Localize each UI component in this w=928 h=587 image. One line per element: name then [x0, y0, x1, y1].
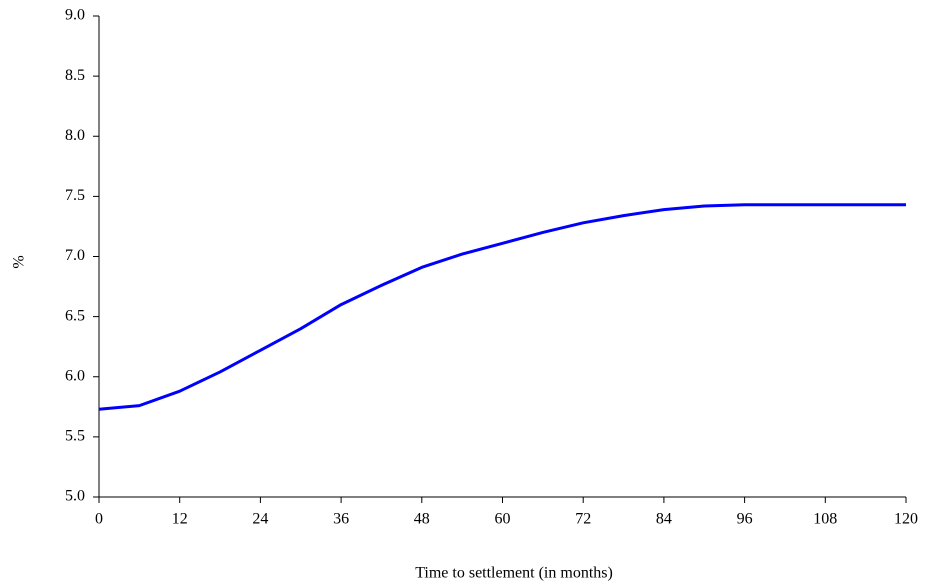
x-tick-label: 24: [252, 511, 268, 528]
y-tick-label: 5.0: [65, 488, 85, 505]
x-tick-label: 96: [737, 511, 753, 528]
y-tick-label: 7.5: [65, 187, 85, 204]
x-tick-label: 60: [495, 511, 511, 528]
y-tick-label: 7.0: [65, 247, 85, 264]
y-tick-label: 6.0: [65, 367, 85, 384]
x-tick-label: 108: [813, 511, 837, 528]
x-tick-label: 120: [894, 511, 918, 528]
y-tick-label: 8.5: [65, 67, 85, 84]
y-tick-label: 9.0: [65, 7, 85, 24]
y-axis-label: %: [11, 255, 28, 268]
x-tick-label: 12: [172, 511, 188, 528]
y-tick-label: 6.5: [65, 307, 85, 324]
y-tick-label: 8.0: [65, 127, 85, 144]
y-tick-label: 5.5: [65, 428, 85, 445]
x-tick-label: 0: [95, 511, 103, 528]
x-tick-label: 48: [414, 511, 430, 528]
x-tick-label: 36: [333, 511, 349, 528]
x-tick-label: 72: [575, 511, 591, 528]
x-tick-label: 84: [656, 511, 672, 528]
data-line: [98, 203, 906, 411]
x-axis-label: Time to settlement (in months): [415, 565, 613, 582]
